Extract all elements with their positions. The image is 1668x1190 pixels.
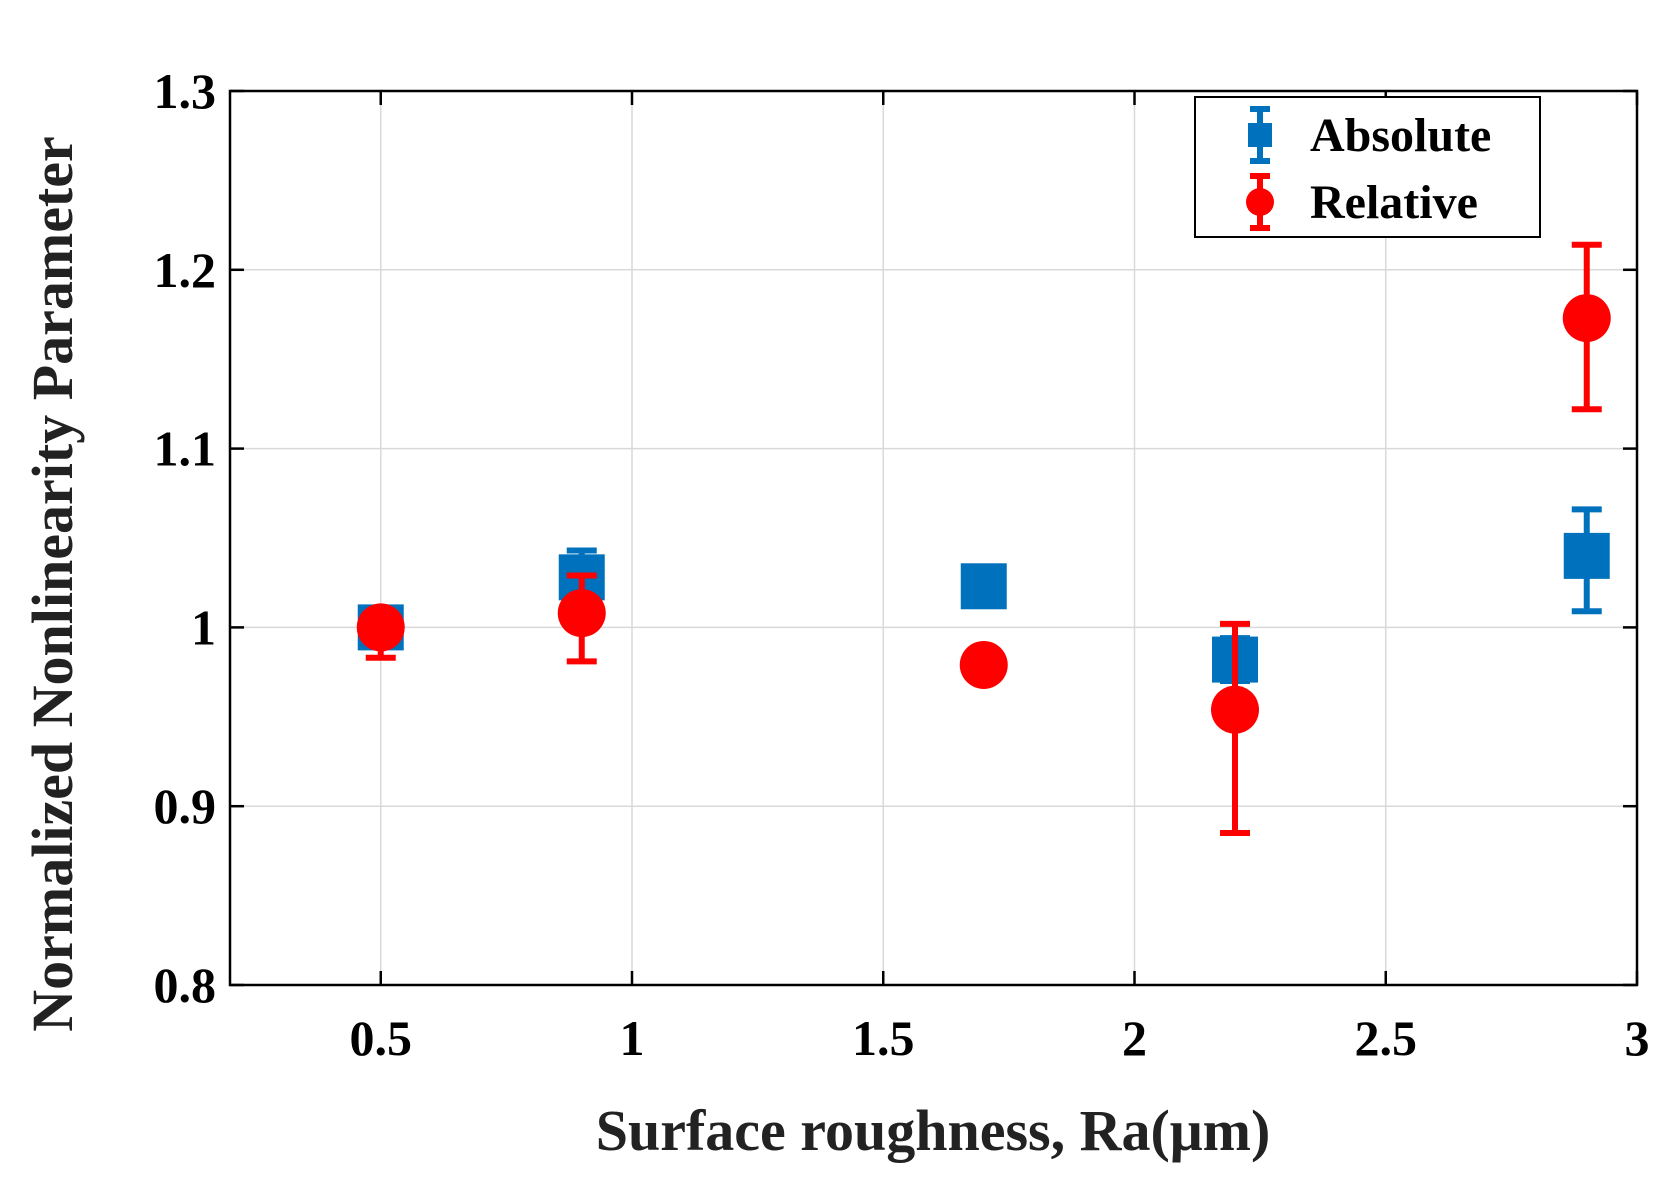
x-tick-label: 1	[620, 1010, 645, 1066]
y-tick-label: 0.8	[154, 957, 217, 1013]
x-axis-title: Surface roughness, Ra(μm)	[596, 1098, 1271, 1163]
data-point-absolute	[1563, 532, 1610, 579]
legend-entry-absolute: Absolute	[1248, 106, 1491, 164]
data-point-relative	[356, 603, 405, 652]
legend-label: Absolute	[1310, 109, 1491, 162]
x-tick-label: 2.5	[1355, 1010, 1418, 1066]
series-relative	[356, 241, 1611, 837]
y-tick-label: 1.2	[154, 242, 217, 298]
legend-label: Relative	[1310, 176, 1478, 229]
data-point-relative	[1562, 294, 1611, 343]
y-tick-label: 0.9	[154, 778, 217, 834]
y-axis-title: Normalized Nonlinearity Parameter	[20, 136, 85, 1032]
legend-marker-circle	[1246, 188, 1274, 216]
y-tick-label: 1.1	[154, 421, 217, 477]
legend-entry-relative: Relative	[1246, 173, 1478, 231]
x-tick-label: 3	[1625, 1010, 1650, 1066]
legend-marker-square	[1248, 123, 1272, 147]
data-point-relative	[1211, 685, 1259, 734]
data-point-relative	[557, 589, 606, 638]
x-tick-label: 0.5	[350, 1010, 413, 1066]
data-markers	[356, 241, 1611, 837]
plot-frame	[228, 89, 1639, 987]
y-tick-label: 1	[191, 599, 216, 655]
data-point-absolute	[960, 563, 1007, 610]
y-tick-label: 1.3	[154, 63, 217, 119]
tick-labels: 0.5 1 1.5 2 2.5 3 0.8 0.9 1 1.1 1.2 1.3	[154, 63, 1650, 1066]
x-tick-label: 2	[1122, 1010, 1147, 1066]
x-tick-label: 1.5	[852, 1010, 915, 1066]
legend: Absolute Relative	[1194, 96, 1541, 238]
data-point-relative	[959, 640, 1008, 689]
